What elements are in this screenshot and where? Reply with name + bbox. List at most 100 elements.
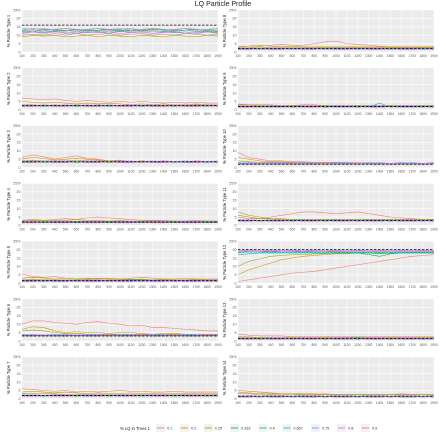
series-line-0.8 (21, 334, 218, 336)
x-tick-label: 1500 (387, 227, 395, 231)
x-tick-label: 1600 (398, 112, 406, 116)
x-tick-label: 1600 (182, 54, 190, 58)
x-tick-label: 1500 (387, 170, 395, 174)
x-tick-label: 500 (279, 401, 285, 405)
x-tick-label: 100 (19, 170, 25, 174)
x-tick-label: 100 (235, 54, 241, 58)
x-tick-label: 700 (301, 54, 307, 58)
x-tick-label: 300 (41, 54, 47, 58)
x-tick-label: 1300 (149, 401, 157, 405)
x-tick-label: 1800 (203, 112, 211, 116)
panel-10: 0 5 10 15 20 25% 100 200 300 400 500 600 700 800 900 10… (222, 124, 438, 174)
x-tick-label: 1400 (160, 54, 168, 58)
legend-label: 0.9 (372, 427, 377, 431)
y-tick-label: 0 (235, 339, 237, 343)
y-tick-label: 0 (19, 339, 21, 343)
x-tick-label: 300 (257, 112, 263, 116)
x-tick-label: 400 (52, 401, 58, 405)
x-tick-label: 1900 (430, 285, 438, 289)
x-tick-label: 700 (85, 401, 91, 405)
x-tick-label: 1900 (214, 170, 222, 174)
x-tick-label: 300 (257, 227, 263, 231)
x-tick-label: 1300 (365, 112, 373, 116)
y-tick-label: 0 (235, 224, 237, 228)
x-tick-label: 100 (235, 170, 241, 174)
x-tick-label: 100 (235, 343, 241, 347)
x-tick-label: 1500 (387, 54, 395, 58)
x-tick-label: 600 (74, 285, 80, 289)
x-tick-label: 600 (290, 343, 296, 347)
x-tick-label: 1200 (354, 54, 362, 58)
y-tick-label: 15 (233, 25, 237, 29)
y-tick-label: 15 (233, 256, 237, 260)
x-tick-label: 900 (322, 343, 328, 347)
y-tick-label: 20 (17, 306, 21, 310)
x-tick-label: 800 (95, 54, 101, 58)
x-tick-label: 200 (246, 401, 252, 405)
y-tick-label: 15 (233, 314, 237, 318)
y-tick-label: 20 (17, 248, 21, 252)
series-line-0.9 (238, 220, 435, 222)
x-tick-label: 1200 (138, 285, 146, 289)
y-tick-label: 25% (13, 355, 21, 359)
x-tick-label: 400 (52, 285, 58, 289)
x-tick-label: 1500 (171, 401, 179, 405)
x-tick-label: 1700 (409, 343, 417, 347)
x-tick-label: 1400 (376, 227, 384, 231)
x-tick-label: 1900 (214, 227, 222, 231)
x-tick-label: 1300 (149, 54, 157, 58)
y-tick-label: 0 (235, 397, 237, 401)
x-tick-label: 100 (235, 285, 241, 289)
panel-11: 0 5 10 15 20 25% 100 200 300 400 500 600 700 800 900 10… (222, 182, 438, 232)
x-tick-label: 1700 (409, 170, 417, 174)
panel-2: 0 5 10 15 20 25% 100 200 300 400 500 600 700 800 900 10… (6, 66, 222, 116)
x-tick-label: 400 (268, 227, 274, 231)
y-axis-label: % Particle Type 4 (6, 187, 11, 220)
y-tick-label: 20 (233, 364, 237, 368)
y-tick-label: 10 (17, 265, 21, 269)
x-tick-label: 200 (30, 285, 36, 289)
x-tick-label: 400 (268, 54, 274, 58)
x-tick-label: 1100 (127, 343, 134, 347)
x-tick-label: 1500 (387, 401, 395, 405)
x-tick-label: 1900 (214, 54, 222, 58)
y-tick-label: 20 (17, 364, 21, 368)
x-tick-label: 1100 (343, 170, 350, 174)
y-tick-label: 15 (233, 141, 237, 145)
x-tick-label: 1500 (171, 54, 179, 58)
series-line-0.75 (21, 334, 219, 336)
x-tick-label: 1200 (138, 170, 146, 174)
y-tick-label: 5 (235, 158, 237, 162)
x-tick-label: 1000 (332, 285, 340, 289)
x-tick-label: 800 (95, 112, 101, 116)
x-tick-label: 1300 (149, 285, 157, 289)
x-tick-label: 1100 (127, 54, 134, 58)
x-tick-label: 1700 (193, 401, 201, 405)
x-tick-label: 500 (279, 227, 285, 231)
y-tick-label: 0 (235, 50, 237, 54)
y-axis-label: % Particle Type 8 (222, 14, 227, 47)
x-tick-label: 300 (41, 227, 47, 231)
x-tick-label: 500 (279, 112, 285, 116)
y-tick-label: 25% (229, 8, 237, 12)
series-line-0.2 (21, 390, 218, 395)
x-tick-label: 1800 (419, 170, 427, 174)
x-tick-label: 1000 (332, 343, 340, 347)
x-tick-label: 1000 (332, 112, 340, 116)
x-tick-label: 700 (85, 227, 91, 231)
y-tick-label: 5 (19, 331, 21, 335)
y-tick-label: 0 (19, 397, 21, 401)
series-line-0.9 (238, 338, 435, 340)
x-tick-label: 1100 (127, 227, 134, 231)
x-tick-label: 1600 (398, 170, 406, 174)
series-line-0.75 (237, 395, 435, 397)
y-axis-label: % Particle Type 11 (222, 186, 227, 221)
x-tick-label: 600 (290, 227, 296, 231)
y-tick-label: 15 (17, 256, 21, 260)
x-tick-label: 800 (95, 343, 101, 347)
x-tick-label: 1400 (160, 170, 168, 174)
x-tick-label: 1800 (419, 401, 427, 405)
y-tick-label: 25% (13, 8, 21, 12)
x-tick-label: 1300 (365, 170, 373, 174)
